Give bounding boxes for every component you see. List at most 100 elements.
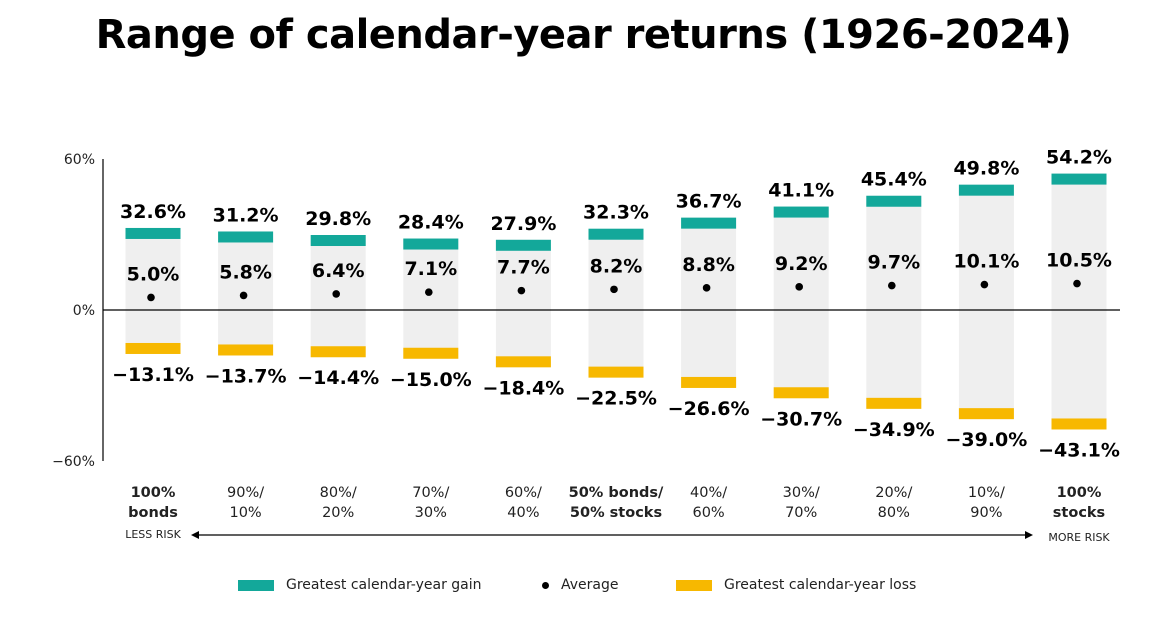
loss-label: −34.9%	[853, 419, 935, 441]
category-label-line2: 40%	[507, 505, 539, 521]
gain-label: 32.3%	[583, 202, 649, 224]
category-label-line1: 30%/	[783, 485, 820, 501]
loss-bar	[588, 366, 644, 378]
average-dot	[610, 285, 618, 294]
y-tick-label: 60%	[64, 152, 95, 168]
legend-swatch-gain	[238, 579, 274, 591]
average-label: 9.2%	[775, 253, 828, 275]
loss-bar	[773, 387, 829, 399]
average-dot	[1073, 279, 1081, 288]
category-label-line1: 40%/	[690, 485, 727, 501]
loss-bar	[958, 408, 1014, 420]
gain-bar	[218, 231, 274, 243]
average-label: 8.8%	[682, 254, 735, 276]
loss-label: −13.1%	[112, 364, 194, 386]
loss-label: −13.7%	[205, 365, 287, 387]
average-label: 6.4%	[312, 260, 365, 282]
loss-bar	[403, 347, 459, 359]
category-label-line1: 20%/	[875, 485, 912, 501]
category-label-line2: 20%	[322, 505, 354, 521]
average-dot	[517, 286, 526, 295]
y-tick-label: 0%	[73, 303, 95, 319]
category-label-line1: 100%	[131, 485, 176, 501]
average-dot	[888, 281, 896, 290]
risk-arrow-left-head	[191, 531, 199, 539]
category-label-line1: 80%/	[320, 485, 357, 501]
category-label-line1: 10%/	[968, 485, 1005, 501]
loss-label: −39.0%	[945, 429, 1027, 451]
range-bar	[681, 217, 737, 388]
category-label-line2: 30%	[415, 505, 447, 521]
average-label: 10.5%	[1046, 250, 1112, 272]
range-bar	[1051, 173, 1107, 430]
gain-bar	[588, 228, 644, 240]
legend-item-gain: Greatest calendar-year gain	[238, 574, 482, 596]
average-label: 10.1%	[953, 251, 1019, 273]
gain-label: 27.9%	[490, 213, 556, 235]
gain-bar	[125, 227, 181, 239]
gain-bar	[495, 239, 551, 251]
average-dot	[147, 293, 155, 302]
category-label-line2: 90%	[970, 505, 1002, 521]
loss-bar	[681, 376, 737, 388]
gain-label: 28.4%	[398, 212, 464, 234]
gain-bar	[866, 195, 922, 207]
average-dot	[980, 280, 989, 289]
loss-bar	[125, 342, 181, 354]
gain-bar	[403, 238, 459, 250]
range-bar	[866, 195, 922, 409]
average-label: 8.2%	[590, 255, 643, 277]
legend-swatch-loss	[676, 579, 712, 591]
legend-label-average: Average	[561, 577, 619, 593]
range-bar	[773, 206, 829, 399]
loss-bar	[1051, 418, 1107, 430]
category-label-line2: 70%	[785, 505, 817, 521]
loss-label: −43.1%	[1038, 439, 1120, 461]
average-dot	[239, 291, 248, 300]
category-label-line2: 50% stocks	[570, 505, 662, 521]
risk-label-right: MORE RISK	[1048, 531, 1110, 544]
chart-title: Range of calendar-year returns (1926-202…	[95, 12, 1072, 58]
category-label-line2: stocks	[1053, 505, 1105, 521]
range-bar	[403, 238, 459, 359]
range-bar	[495, 239, 551, 368]
legend-label-gain: Greatest calendar-year gain	[286, 577, 482, 593]
average-dot	[795, 283, 803, 291]
category-label-line1: 100%	[1057, 485, 1102, 501]
category-label-line1: 60%/	[505, 485, 542, 501]
loss-label: −26.6%	[668, 398, 750, 420]
loss-label: −14.4%	[297, 367, 379, 389]
loss-label: −18.4%	[482, 377, 564, 399]
gain-bar	[773, 206, 829, 218]
range-bar	[125, 227, 181, 354]
average-dot	[332, 290, 341, 298]
gain-label: 45.4%	[861, 169, 927, 191]
gain-bar	[310, 235, 366, 247]
category-label-line2: bonds	[128, 505, 178, 521]
average-dot	[425, 288, 433, 296]
gain-label: 32.6%	[120, 201, 186, 223]
gain-label: 54.2%	[1046, 147, 1112, 169]
loss-label: −15.0%	[390, 369, 472, 391]
range-bar	[588, 228, 644, 378]
average-label: 7.1%	[404, 258, 457, 280]
y-tick-label: −60%	[52, 454, 95, 470]
loss-bar	[310, 346, 366, 358]
average-label: 5.8%	[219, 261, 272, 283]
loss-bar	[218, 344, 274, 356]
legend-item-loss: Greatest calendar-year loss	[676, 574, 916, 596]
average-dot	[702, 284, 711, 292]
gain-label: 49.8%	[953, 158, 1019, 180]
gain-label: 31.2%	[213, 204, 279, 226]
category-label-line1: 70%/	[412, 485, 449, 501]
loss-label: −30.7%	[760, 408, 842, 430]
gain-bar	[1051, 173, 1107, 185]
average-label: 9.7%	[867, 252, 920, 274]
loss-label: −22.5%	[575, 388, 657, 410]
category-label-line2: 80%	[878, 505, 910, 521]
gain-bar	[958, 184, 1014, 196]
risk-arrow-right-head	[1025, 531, 1033, 539]
average-label: 7.7%	[497, 257, 550, 279]
risk-label-left: LESS RISK	[125, 528, 181, 541]
